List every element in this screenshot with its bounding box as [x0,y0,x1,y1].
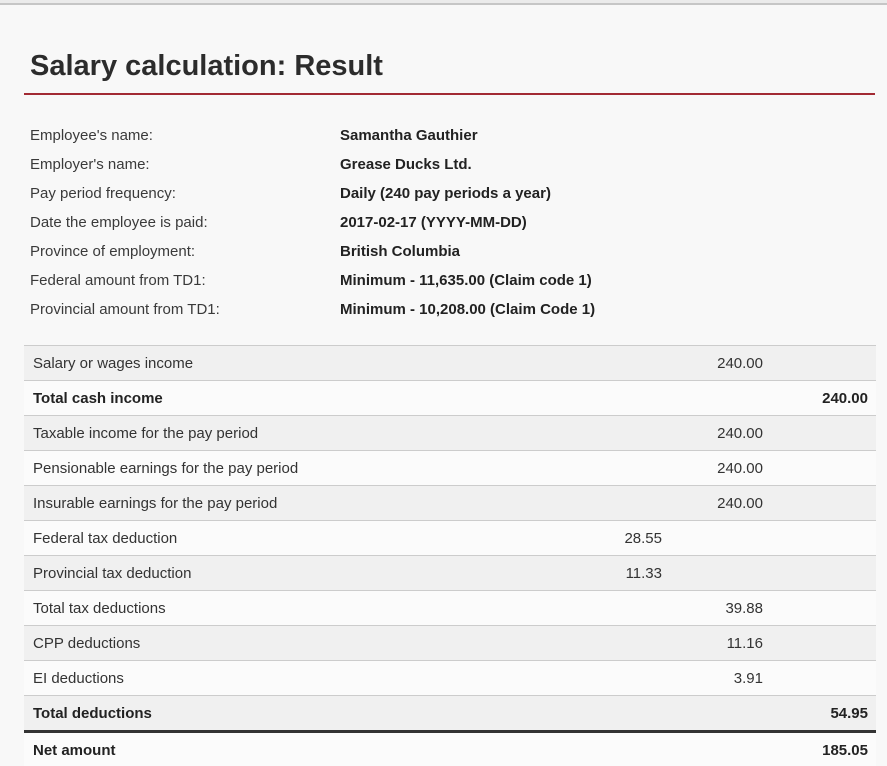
table-row: Total cash income 240.00 [24,381,876,416]
table-row: Insurable earnings for the pay period 240… [24,486,876,521]
table-row: EI deductions 3.91 [24,661,876,696]
table-row: CPP deductions 11.16 [24,626,876,661]
row-label: Total deductions [33,704,152,722]
top-divider-strip [0,0,887,5]
row-amount: 11.33 [625,564,662,582]
row-label: Provincial tax deduction [33,564,192,582]
table-row: Pensionable earnings for the pay period 2… [24,451,876,486]
info-row: Federal amount from TD1: Minimum - 11,635… [24,266,875,295]
info-label: Employer's name: [30,156,150,173]
info-label: Pay period frequency: [30,185,176,202]
table-row: Salary or wages income 240.00 [24,346,876,381]
row-label: Total tax deductions [33,599,166,617]
info-label: Employee's name: [30,127,153,144]
info-row: Employee's name: Samantha Gauthier [24,121,875,150]
employee-info-list: Employee's name: Samantha Gauthier Employe… [24,121,875,324]
row-amount: 240.00 [717,424,763,442]
info-label: Federal amount from TD1: [30,272,206,289]
salary-result-table: Salary or wages income 240.00 Total cash i… [24,345,876,766]
info-row: Date the employee is paid: 2017-02-17 (YY… [24,208,875,237]
table-row: Federal tax deduction 28.55 [24,521,876,556]
table-row: Total tax deductions 39.88 [24,591,876,626]
row-amount: 240.00 [717,459,763,477]
row-label: CPP deductions [33,634,141,652]
page-title: Salary calculation: Result [24,49,875,95]
row-amount: 3.91 [733,669,763,687]
row-label: Total cash income [33,389,163,407]
row-label: Taxable income for the pay period [33,424,259,442]
table-row: Provincial tax deduction 11.33 [24,556,876,591]
row-label: Pensionable earnings for the pay period [33,459,299,477]
info-label: Province of employment: [30,243,196,260]
info-value: Daily (240 pay periods a year) [340,185,551,202]
row-amount: 39.88 [725,599,763,617]
table-row: Net amount 185.05 [24,733,876,766]
row-amount: 240.00 [717,354,763,372]
info-value: British Columbia [340,243,461,260]
table-row: Taxable income for the pay period 240.00 [24,416,876,451]
info-row: Province of employment: British Columbia [24,237,875,266]
info-value: Minimum - 11,635.00 (Claim code 1) [340,272,592,289]
row-label: Salary or wages income [33,354,194,372]
info-value: Grease Ducks Ltd. [340,156,472,173]
row-label: Net amount [33,741,116,759]
row-amount: 185.05 [822,741,868,759]
row-amount: 54.95 [830,704,868,722]
info-row: Provincial amount from TD1: Minimum - 10,… [24,295,875,324]
row-label: Insurable earnings for the pay period [33,494,278,512]
info-row: Pay period frequency: Daily (240 pay peri… [24,179,875,208]
info-label: Date the employee is paid: [30,214,208,231]
row-amount: 28.55 [624,529,662,547]
row-amount: 240.00 [822,389,868,407]
info-label: Provincial amount from TD1: [30,301,220,318]
info-value: 2017-02-17 (YYYY-MM-DD) [340,214,527,231]
info-row: Employer's name: Grease Ducks Ltd. [24,150,875,179]
info-value: Minimum - 10,208.00 (Claim Code 1) [340,301,596,318]
table-row: Total deductions 54.95 [24,696,876,733]
row-label: Federal tax deduction [33,529,178,547]
row-amount: 11.16 [726,634,763,652]
row-label: EI deductions [33,669,124,687]
row-amount: 240.00 [717,494,763,512]
info-value: Samantha Gauthier [340,127,478,144]
